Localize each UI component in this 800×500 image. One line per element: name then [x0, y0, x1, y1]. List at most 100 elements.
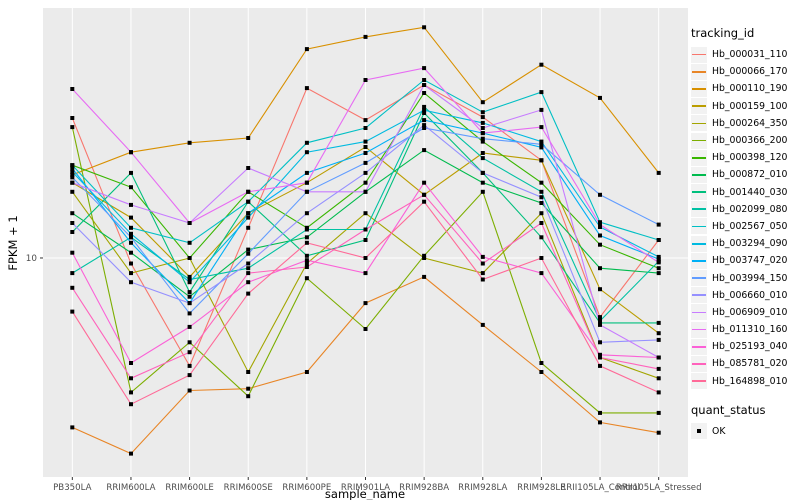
data-point	[363, 238, 368, 242]
legend-label: Hb_000398_120	[712, 152, 788, 164]
x-tick-label: RRIM600LA	[106, 483, 155, 493]
legend-item: Hb_000031_110	[691, 46, 799, 63]
legend: tracking_id Hb_000031_110 Hb_000066_170 Hb…	[691, 26, 799, 440]
data-point	[480, 100, 485, 105]
data-point	[70, 271, 75, 276]
legend-key-line-icon	[691, 132, 707, 149]
data-point	[422, 104, 427, 109]
data-point	[187, 221, 192, 225]
legend-label: Hb_001440_030	[712, 186, 788, 198]
data-point	[480, 189, 485, 194]
data-point	[656, 170, 661, 175]
data-point	[129, 225, 133, 230]
data-point	[422, 108, 427, 113]
data-point	[422, 253, 427, 258]
data-point	[129, 231, 133, 236]
data-point	[187, 277, 192, 282]
data-point	[129, 402, 133, 407]
data-point	[70, 425, 75, 430]
data-point	[422, 180, 427, 185]
data-point	[304, 150, 309, 155]
data-point	[480, 151, 485, 155]
data-point	[656, 271, 661, 276]
data-point	[363, 189, 368, 194]
data-point	[656, 337, 661, 342]
data-point	[70, 172, 75, 177]
data-point	[187, 363, 192, 368]
y-tick-label: 10	[26, 254, 38, 264]
data-point	[539, 180, 544, 185]
data-point	[598, 287, 602, 292]
data-point	[70, 180, 75, 185]
data-point	[539, 370, 544, 374]
legend-label: Hb_000031_110	[712, 49, 788, 61]
data-point	[246, 166, 251, 170]
legend-key-line-icon	[691, 46, 707, 63]
data-point	[422, 199, 427, 204]
data-point	[246, 251, 251, 256]
data-point	[480, 180, 485, 185]
data-point	[187, 280, 192, 285]
data-point	[422, 66, 427, 71]
data-point	[539, 361, 544, 365]
legend-label: Hb_003294_090	[712, 238, 788, 250]
data-point	[304, 180, 309, 185]
data-point	[70, 211, 75, 216]
x-tick-label: RRIM928LA	[458, 483, 507, 493]
legend-item: Hb_000366_200	[691, 132, 799, 149]
data-point	[598, 95, 602, 100]
data-point	[539, 62, 544, 67]
legend-item: Hb_000066_170	[691, 63, 799, 80]
data-point	[656, 355, 661, 360]
data-point	[598, 322, 602, 327]
data-point	[656, 222, 661, 227]
legend-key-line-icon	[691, 338, 707, 355]
legend-title-quant-status: quant_status	[691, 402, 766, 417]
legend-key-line-icon	[691, 98, 707, 115]
data-point	[70, 166, 75, 171]
data-point	[187, 290, 192, 295]
data-point	[304, 261, 309, 266]
data-point	[598, 220, 602, 225]
data-point	[363, 34, 368, 39]
data-point	[187, 350, 192, 355]
legend-label: Hb_000366_200	[712, 135, 788, 147]
data-point	[246, 266, 251, 271]
data-point	[539, 211, 544, 216]
data-point	[363, 151, 368, 155]
data-point	[539, 107, 544, 112]
legend-title-tracking-id: tracking_id	[691, 26, 755, 40]
data-point	[363, 327, 368, 331]
data-point	[363, 126, 368, 130]
legend-label: Hb_000110_190	[712, 83, 788, 95]
data-point	[656, 254, 661, 259]
legend-item: Hb_000159_100	[691, 98, 799, 115]
x-tick-label: RRIM600SE	[224, 483, 273, 493]
data-point	[656, 320, 661, 325]
legend-label: Hb_000264_350	[712, 117, 788, 129]
y-axis-title: FPKM + 1	[6, 215, 20, 271]
data-point	[70, 163, 75, 168]
data-point	[539, 158, 544, 163]
data-point	[246, 247, 251, 252]
data-point	[539, 125, 544, 130]
data-point	[480, 322, 485, 327]
data-point	[129, 271, 133, 276]
data-point	[598, 352, 602, 357]
x-tick-label: PB350LA	[53, 483, 91, 493]
data-point	[187, 256, 192, 260]
data-point	[656, 257, 661, 262]
data-point	[187, 324, 192, 329]
data-point	[598, 363, 602, 368]
legend-label: Hb_003994_150	[712, 272, 788, 284]
data-point	[70, 175, 75, 180]
quant-key-black-square-icon	[691, 423, 707, 440]
data-point	[598, 410, 602, 415]
data-point	[129, 185, 133, 190]
legend-key-line-icon	[691, 184, 707, 201]
data-point	[539, 235, 544, 240]
data-point	[363, 145, 368, 149]
data-point	[363, 301, 368, 306]
legend-key-line-icon	[691, 166, 707, 183]
legend-key-line-icon	[691, 235, 707, 252]
